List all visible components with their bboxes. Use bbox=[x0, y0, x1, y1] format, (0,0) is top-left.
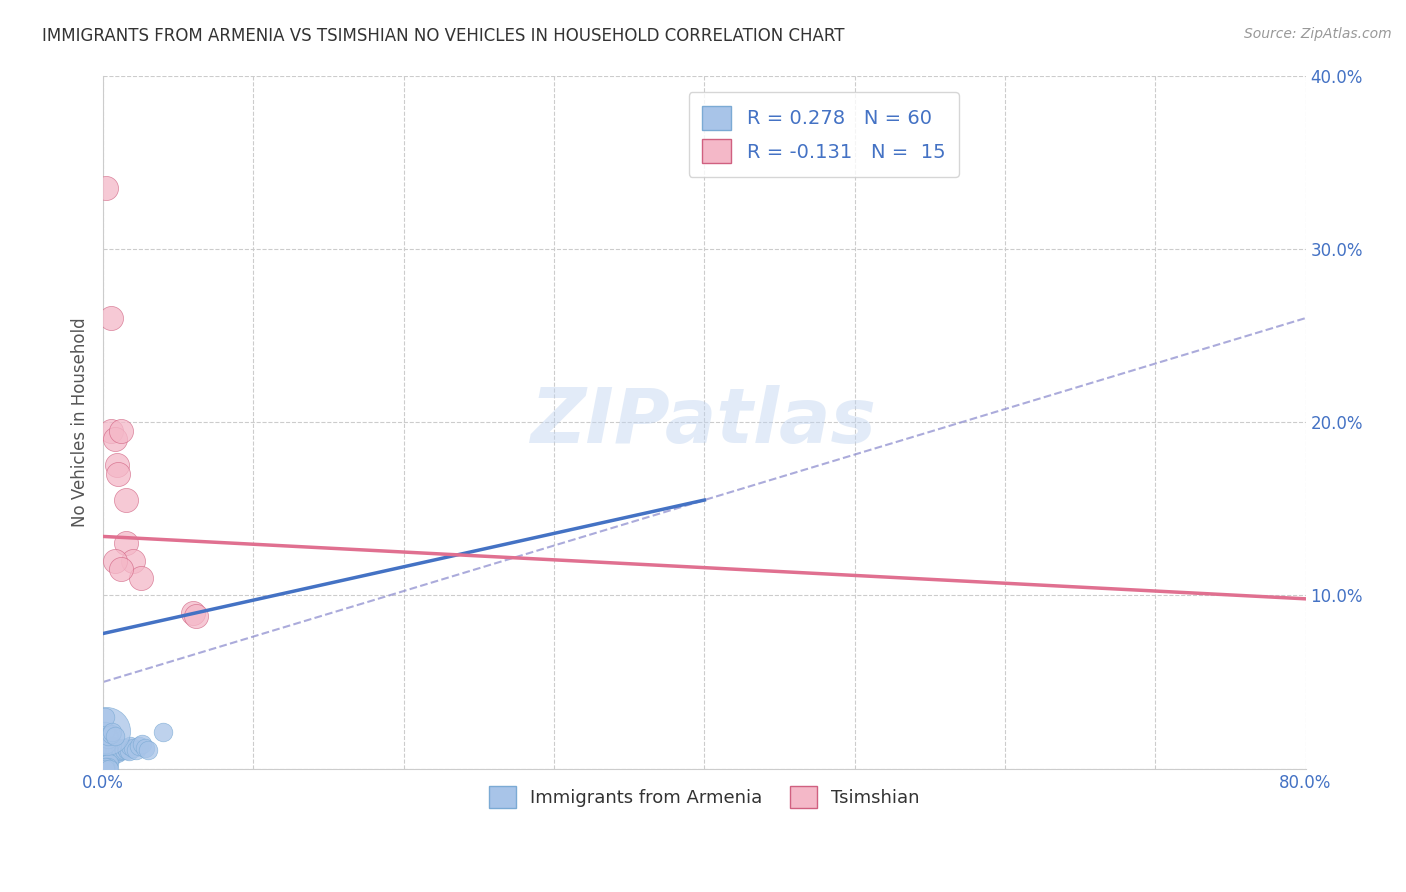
Point bbox=[94, 758, 117, 772]
Point bbox=[128, 739, 150, 753]
Point bbox=[98, 744, 121, 758]
Point bbox=[93, 723, 115, 738]
Point bbox=[98, 762, 121, 776]
Point bbox=[100, 746, 122, 760]
Point bbox=[97, 749, 120, 764]
Point bbox=[114, 740, 136, 755]
Point bbox=[114, 536, 136, 550]
Point bbox=[118, 744, 141, 758]
Point bbox=[114, 493, 136, 508]
Point bbox=[98, 727, 121, 741]
Point bbox=[111, 740, 134, 755]
Point bbox=[105, 742, 128, 756]
Point bbox=[110, 562, 132, 576]
Point bbox=[131, 738, 153, 752]
Point bbox=[112, 742, 135, 756]
Y-axis label: No Vehicles in Household: No Vehicles in Household bbox=[72, 318, 89, 527]
Point bbox=[93, 760, 115, 774]
Point bbox=[100, 749, 122, 764]
Point bbox=[100, 727, 122, 741]
Point bbox=[100, 424, 122, 438]
Point bbox=[125, 742, 148, 756]
Point bbox=[101, 747, 124, 762]
Point bbox=[98, 747, 121, 762]
Point bbox=[104, 740, 127, 755]
Point bbox=[94, 751, 117, 765]
Point bbox=[103, 742, 125, 756]
Point bbox=[110, 424, 132, 438]
Point bbox=[105, 458, 128, 473]
Point bbox=[115, 742, 138, 756]
Point bbox=[93, 756, 115, 771]
Point bbox=[104, 729, 127, 743]
Point bbox=[98, 751, 121, 765]
Point bbox=[94, 760, 117, 774]
Point bbox=[97, 744, 120, 758]
Point bbox=[181, 606, 204, 620]
Point bbox=[103, 739, 125, 753]
Point bbox=[104, 554, 127, 568]
Point bbox=[104, 744, 127, 758]
Point bbox=[122, 554, 145, 568]
Point bbox=[93, 762, 115, 776]
Point bbox=[94, 723, 117, 738]
Point bbox=[107, 467, 129, 481]
Point bbox=[100, 739, 122, 753]
Point bbox=[136, 742, 159, 756]
Point bbox=[110, 742, 132, 756]
Point bbox=[107, 744, 129, 758]
Point bbox=[94, 755, 117, 769]
Point bbox=[98, 756, 121, 771]
Text: Source: ZipAtlas.com: Source: ZipAtlas.com bbox=[1244, 27, 1392, 41]
Point bbox=[129, 571, 152, 585]
Text: IMMIGRANTS FROM ARMENIA VS TSIMSHIAN NO VEHICLES IN HOUSEHOLD CORRELATION CHART: IMMIGRANTS FROM ARMENIA VS TSIMSHIAN NO … bbox=[42, 27, 845, 45]
Point bbox=[122, 740, 145, 755]
Legend: Immigrants from Armenia, Tsimshian: Immigrants from Armenia, Tsimshian bbox=[482, 779, 927, 815]
Point bbox=[104, 433, 127, 447]
Point bbox=[100, 311, 122, 326]
Point bbox=[97, 729, 120, 743]
Point bbox=[103, 746, 125, 760]
Point bbox=[97, 740, 120, 755]
Point bbox=[186, 609, 208, 624]
Point bbox=[101, 740, 124, 755]
Point bbox=[120, 739, 142, 753]
Point bbox=[97, 756, 120, 771]
Point bbox=[101, 725, 124, 739]
Text: ZIPatlas: ZIPatlas bbox=[531, 385, 877, 459]
Point bbox=[93, 753, 115, 767]
Point bbox=[101, 744, 124, 758]
Point bbox=[134, 740, 156, 755]
Point bbox=[94, 747, 117, 762]
Point bbox=[97, 753, 120, 767]
Point bbox=[94, 181, 117, 195]
Point bbox=[152, 725, 174, 739]
Point bbox=[100, 742, 122, 756]
Point bbox=[97, 732, 120, 747]
Point bbox=[108, 744, 131, 758]
Point bbox=[93, 709, 115, 723]
Point bbox=[105, 746, 128, 760]
Point bbox=[94, 738, 117, 752]
Point bbox=[97, 760, 120, 774]
